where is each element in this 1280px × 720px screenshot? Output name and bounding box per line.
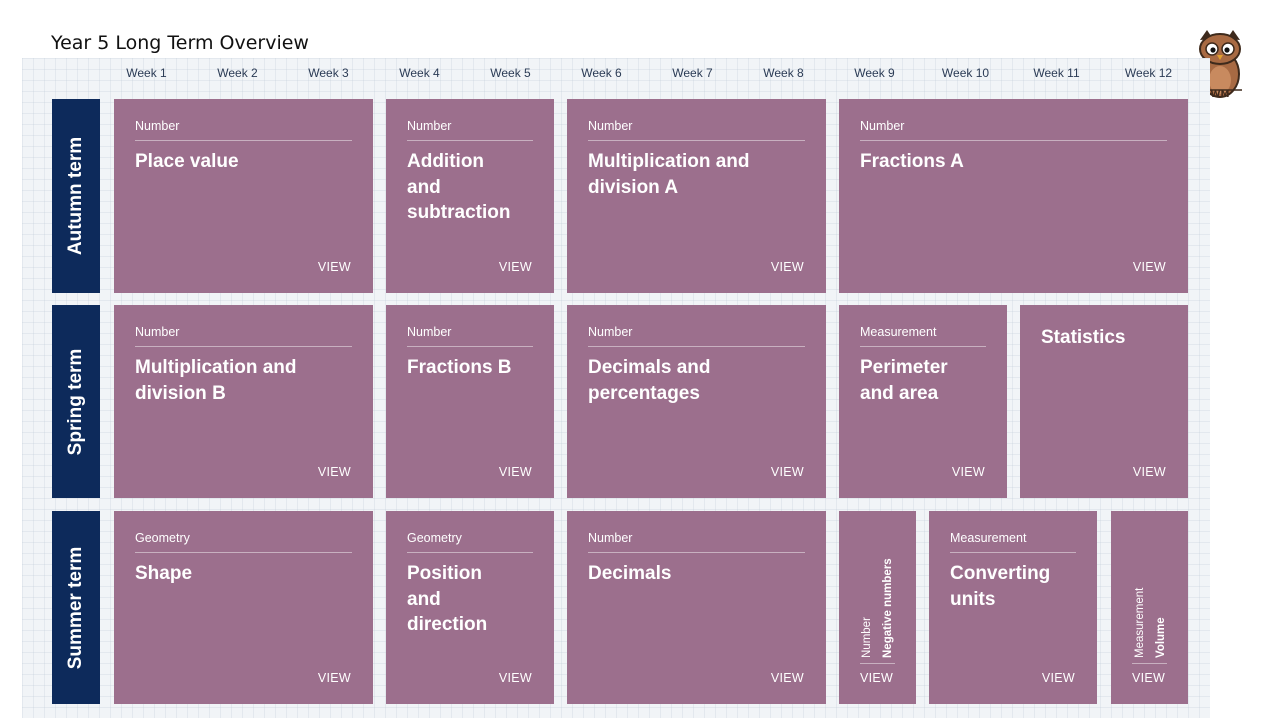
view-link[interactable]: VIEW bbox=[498, 465, 532, 479]
view-link[interactable]: VIEW bbox=[317, 671, 351, 685]
block-divider bbox=[135, 346, 352, 347]
block-category: Number bbox=[407, 325, 452, 339]
block-title: Addition and subtraction bbox=[407, 151, 511, 223]
week-2-header: Week 2 bbox=[217, 66, 258, 80]
page-title: Year 5 Long Term Overview bbox=[51, 32, 309, 54]
term-bar-summer: Summer term bbox=[52, 511, 100, 704]
block-category: Measurement bbox=[1134, 587, 1146, 658]
block-title: Statistics bbox=[1041, 327, 1126, 348]
week-11-header: Week 11 bbox=[1033, 66, 1080, 80]
block-divider bbox=[407, 552, 533, 553]
term-bar-autumn: Autumn term bbox=[52, 99, 100, 293]
block-multiplication-and-division-a[interactable]: Number Multiplication and division A VIE… bbox=[567, 99, 826, 293]
block-title: Decimals and percentages bbox=[588, 357, 711, 404]
block-negative-numbers[interactable]: Number Negative numbers VIEW bbox=[839, 511, 916, 704]
view-link[interactable]: VIEW bbox=[317, 465, 351, 479]
block-category: Geometry bbox=[135, 531, 190, 545]
block-volume[interactable]: Measurement Volume VIEW bbox=[1111, 511, 1188, 704]
block-divider bbox=[588, 140, 805, 141]
week-12-header: Week 12 bbox=[1124, 66, 1173, 80]
block-category: Geometry bbox=[407, 531, 462, 545]
block-title: Multiplication and division A bbox=[588, 151, 750, 198]
block-category: Measurement bbox=[950, 531, 1027, 545]
block-fractions-a[interactable]: Number Fractions A VIEW bbox=[839, 99, 1188, 293]
week-1-header: Week 1 bbox=[126, 66, 167, 80]
block-title: Volume bbox=[1155, 617, 1167, 658]
view-link[interactable]: VIEW bbox=[770, 260, 804, 274]
block-title: Fractions B bbox=[407, 357, 512, 378]
block-position-and-direction[interactable]: Geometry Position and direction VIEW bbox=[386, 511, 554, 704]
block-fractions-b[interactable]: Number Fractions B VIEW bbox=[386, 305, 554, 498]
block-category: Number bbox=[861, 617, 873, 658]
week-4-header: Week 4 bbox=[399, 66, 440, 80]
week-10-header: Week 10 bbox=[941, 66, 990, 80]
block-title: Converting units bbox=[950, 563, 1051, 610]
view-link[interactable]: VIEW bbox=[498, 671, 532, 685]
block-divider bbox=[588, 552, 805, 553]
block-divider bbox=[135, 552, 352, 553]
block-converting-units[interactable]: Measurement Converting units VIEW bbox=[929, 511, 1097, 704]
view-link[interactable]: VIEW bbox=[770, 465, 804, 479]
block-category: Number bbox=[588, 119, 633, 133]
block-shape[interactable]: Geometry Shape VIEW bbox=[114, 511, 373, 704]
block-divider bbox=[588, 346, 805, 347]
block-title: Perimeter and area bbox=[860, 357, 948, 404]
block-divider bbox=[135, 140, 352, 141]
week-5-header: Week 5 bbox=[490, 66, 531, 80]
block-divider bbox=[1132, 663, 1167, 664]
block-title: Shape bbox=[135, 563, 193, 584]
block-title: Negative numbers bbox=[882, 558, 894, 658]
mascot-text: WM bbox=[1211, 90, 1230, 100]
block-perimeter-and-area[interactable]: Measurement Perimeter and area VIEW bbox=[839, 305, 1007, 498]
view-link[interactable]: VIEW bbox=[498, 260, 532, 274]
term-label-summer: Summer term bbox=[65, 546, 86, 669]
block-title: Fractions A bbox=[860, 151, 964, 172]
block-divider bbox=[950, 552, 1076, 553]
block-statistics[interactable]: Statistics VIEW bbox=[1020, 305, 1188, 498]
block-category: Number bbox=[588, 531, 633, 545]
block-divider bbox=[407, 140, 533, 141]
view-link[interactable]: VIEW bbox=[1132, 671, 1166, 685]
block-divider bbox=[407, 346, 533, 347]
block-title: Position and direction bbox=[407, 563, 488, 635]
view-link[interactable]: VIEW bbox=[1132, 465, 1166, 479]
view-link[interactable]: VIEW bbox=[860, 671, 894, 685]
block-multiplication-and-division-b[interactable]: Number Multiplication and division B VIE… bbox=[114, 305, 373, 498]
term-bar-spring: Spring term bbox=[52, 305, 100, 498]
term-label-spring: Spring term bbox=[65, 348, 86, 455]
week-6-header: Week 6 bbox=[581, 66, 622, 80]
view-link[interactable]: VIEW bbox=[1041, 671, 1075, 685]
block-decimals-and-percentages[interactable]: Number Decimals and percentages VIEW bbox=[567, 305, 826, 498]
block-decimals[interactable]: Number Decimals VIEW bbox=[567, 511, 826, 704]
view-link[interactable]: VIEW bbox=[1132, 260, 1166, 274]
block-divider bbox=[860, 140, 1167, 141]
week-7-header: Week 7 bbox=[672, 66, 713, 80]
block-category: Number bbox=[407, 119, 452, 133]
owl-mascot-icon: WM bbox=[1199, 30, 1242, 100]
block-category: Measurement bbox=[860, 325, 937, 339]
block-divider bbox=[860, 346, 986, 347]
block-category: Number bbox=[135, 325, 180, 339]
view-link[interactable]: VIEW bbox=[317, 260, 351, 274]
term-label-autumn: Autumn term bbox=[65, 136, 86, 256]
view-link[interactable]: VIEW bbox=[770, 671, 804, 685]
block-category: Number bbox=[135, 119, 180, 133]
week-3-header: Week 3 bbox=[308, 66, 349, 80]
block-title: Decimals bbox=[588, 563, 672, 584]
block-category: Number bbox=[588, 325, 633, 339]
block-addition-and-subtraction[interactable]: Number Addition and subtraction VIEW bbox=[386, 99, 554, 293]
week-8-header: Week 8 bbox=[763, 66, 804, 80]
block-divider bbox=[860, 663, 895, 664]
week-9-header: Week 9 bbox=[854, 66, 895, 80]
block-place-value[interactable]: Number Place value VIEW bbox=[114, 99, 373, 293]
block-title: Place value bbox=[135, 151, 239, 172]
view-link[interactable]: VIEW bbox=[951, 465, 985, 479]
block-category: Number bbox=[860, 119, 905, 133]
block-title: Multiplication and division B bbox=[135, 357, 297, 404]
